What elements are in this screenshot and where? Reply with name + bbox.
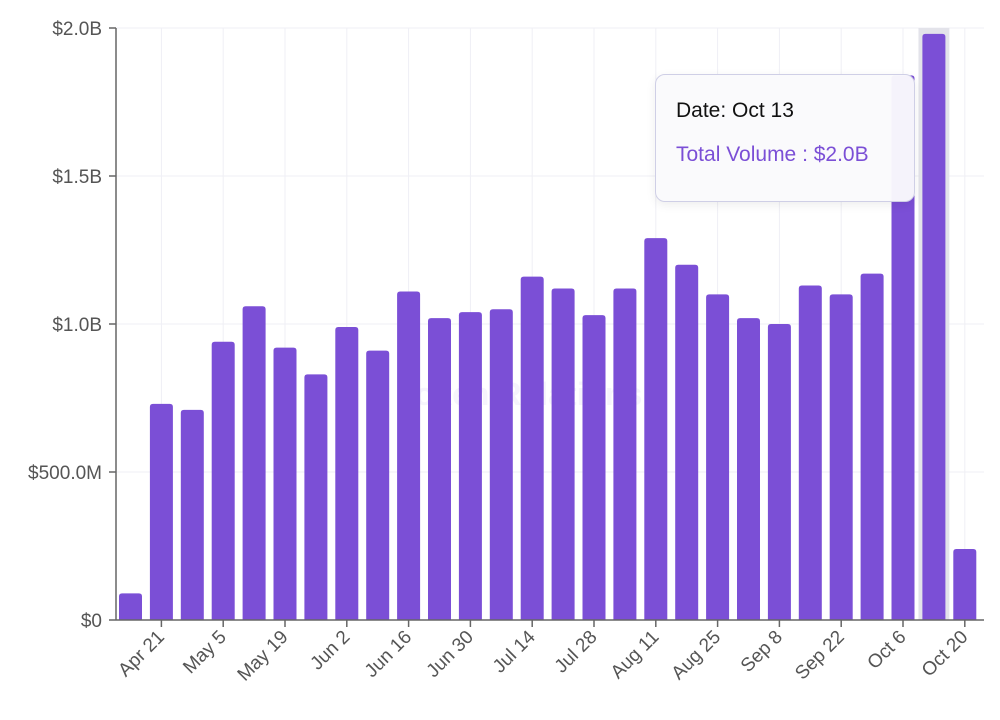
y-axis-ticks: $0 $500.0M $1.0B $1.5B $2.0B <box>28 19 116 632</box>
chart-tooltip: Date: Oct 13 Total Volume : $2.0B <box>655 74 915 202</box>
x-tick-label: Apr 21 <box>114 627 168 681</box>
y-tick-label: $500.0M <box>28 463 102 484</box>
tooltip-date: Date: Oct 13 <box>676 99 794 122</box>
bar-oct-20 <box>953 548 977 620</box>
x-tick-label: May 19 <box>234 627 293 686</box>
bar-oct-6 <box>891 75 915 621</box>
bar-apr-21 <box>149 403 173 620</box>
x-axis-ticks: Apr 21 May 5 May 19 Jun 2 Jun 16 Jun 30 Jul 14… <box>114 620 972 686</box>
bar-aug-4 <box>613 288 637 620</box>
y-tick-label: $2.0B <box>52 19 102 40</box>
bar-sep-8 <box>767 324 791 620</box>
x-tick-label: Oct 6 <box>864 627 911 674</box>
bar-jun-30 <box>458 312 482 620</box>
bar-jun-16 <box>397 291 421 620</box>
x-tick-label: Jun 2 <box>307 627 355 675</box>
x-tick-label: Oct 20 <box>918 627 972 681</box>
x-tick-label: Jun 16 <box>361 627 416 682</box>
bar-sep-15 <box>798 285 822 620</box>
bar-may-26 <box>304 374 328 620</box>
bars <box>119 33 977 621</box>
bar-apr-14 <box>119 593 142 620</box>
bar-jul-28 <box>582 315 606 620</box>
x-tick-label: May 5 <box>179 627 230 678</box>
bar-may-19 <box>273 347 297 620</box>
bar-apr-28 <box>180 409 204 620</box>
bar-jun-9 <box>366 350 390 620</box>
bar-jul-7 <box>489 309 513 620</box>
x-tick-label: Jul 14 <box>489 626 540 677</box>
x-tick-label: Jun 30 <box>423 627 478 682</box>
y-tick-label: $0 <box>81 611 102 632</box>
bar-aug-11 <box>644 238 668 620</box>
bar-jun-23 <box>428 318 451 620</box>
x-tick-label: Sep 8 <box>737 627 787 677</box>
bar-may-12 <box>242 306 266 620</box>
tooltip-total-volume: Total Volume : $2.0B <box>676 143 869 166</box>
bar-sep-29 <box>860 273 884 620</box>
bar-jul-21 <box>551 288 575 620</box>
bar-sep-22 <box>829 294 853 620</box>
x-tick-label: Aug 11 <box>607 627 663 683</box>
x-tick-label: Jul 28 <box>551 627 602 678</box>
x-tick-label: Aug 25 <box>668 627 725 684</box>
y-tick-label: $1.0B <box>52 315 102 336</box>
y-tick-label: $1.5B <box>52 167 102 188</box>
bar-sep-1 <box>737 318 760 620</box>
x-tick-label: Sep 22 <box>791 627 848 684</box>
bar-aug-25 <box>706 294 730 620</box>
bar-may-5 <box>211 341 235 620</box>
bar-aug-18 <box>675 264 699 620</box>
bar-jun-2 <box>335 326 359 620</box>
bar-oct-13 <box>922 33 946 621</box>
bar-jul-14 <box>520 276 544 620</box>
